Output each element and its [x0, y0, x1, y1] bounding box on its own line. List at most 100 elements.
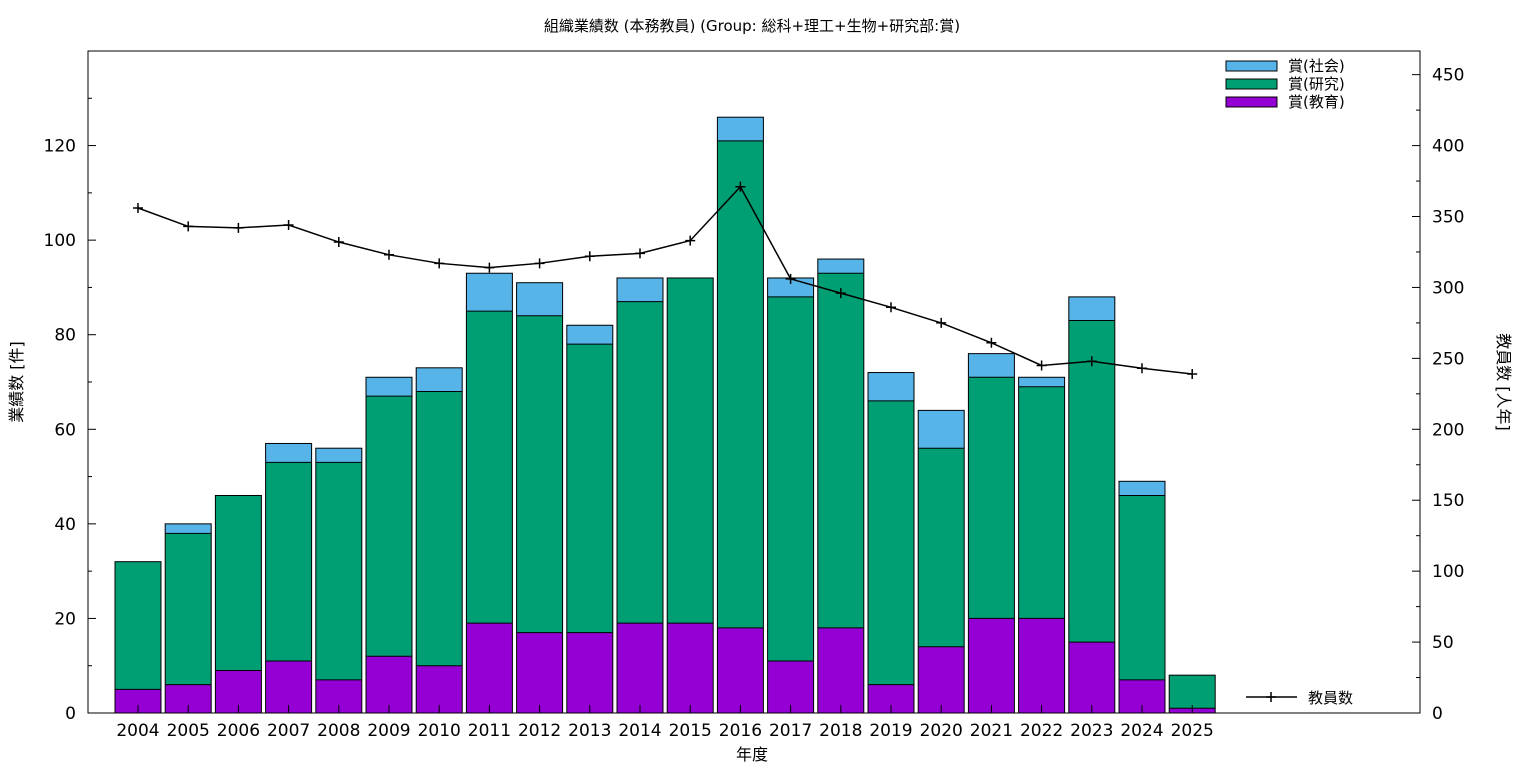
y2-tick-label: 450 — [1432, 66, 1464, 86]
line-point — [584, 251, 595, 262]
x-tick-label: 2017 — [769, 721, 812, 741]
legend-swatch — [1225, 96, 1278, 108]
line-series-path — [137, 185, 1193, 375]
line-point — [1187, 368, 1198, 379]
x-tick-label: 2014 — [618, 721, 661, 741]
bar-segment — [1119, 495, 1165, 680]
bar-segment — [868, 400, 914, 685]
bar-segment — [165, 523, 212, 534]
bar-segment — [566, 344, 613, 633]
line-point — [333, 237, 344, 248]
line-point — [133, 202, 143, 213]
bar-segment — [1018, 618, 1065, 713]
x-tick-label: 2012 — [518, 721, 561, 741]
bar-segment — [115, 561, 161, 690]
bar-segment — [466, 311, 513, 624]
y-tick-label: 80 — [54, 326, 76, 346]
line-point — [986, 337, 997, 348]
x-tick-label: 2007 — [267, 721, 310, 741]
y-tick-label: 60 — [54, 420, 76, 440]
bar-segment — [868, 372, 914, 401]
line-layer — [133, 181, 1198, 379]
bar-segment — [466, 273, 513, 312]
x-tick-label: 2006 — [217, 721, 260, 741]
y2-tick-label: 100 — [1432, 562, 1464, 582]
bar-segment — [516, 282, 563, 316]
bar-segment — [466, 623, 513, 713]
y2-tick-label: 350 — [1432, 208, 1464, 228]
y-axis-label: 業績数 [件] — [7, 341, 26, 423]
bar-segment — [717, 117, 764, 141]
bar-segment — [667, 277, 714, 624]
x-tick-label: 2025 — [1171, 721, 1214, 741]
y-tick-label: 0 — [65, 704, 76, 724]
line-point — [233, 222, 244, 233]
line-point — [936, 317, 947, 328]
line-point — [1086, 356, 1097, 367]
right-axis: 0 50 100 150 200 250 300 350 400 450 — [1412, 66, 1464, 724]
legend-swatch — [1225, 60, 1278, 72]
bar-segment — [416, 391, 463, 666]
bar-segment — [566, 325, 613, 345]
y-tick-label: 20 — [54, 609, 76, 629]
bar-segment — [265, 462, 312, 661]
bar-segment — [767, 660, 814, 713]
bar-segment — [918, 448, 965, 647]
y2-tick-label: 250 — [1432, 349, 1464, 369]
x-tick-label: 2004 — [116, 721, 159, 741]
left-axis: 0 20 40 60 80 100 120 — [44, 97, 96, 724]
x-tick-label: 2023 — [1070, 721, 1113, 741]
x-tick-label: 2010 — [418, 721, 461, 741]
bar-segment — [617, 277, 663, 302]
bar-segment — [968, 377, 1015, 619]
legend-swatch — [1225, 78, 1278, 90]
x-tick-label: 2021 — [970, 721, 1013, 741]
x-tick-label: 2013 — [568, 721, 611, 741]
y2-tick-label: 200 — [1432, 420, 1464, 440]
bar-segment — [516, 315, 563, 633]
x-tick-label: 2015 — [669, 721, 712, 741]
y2-axis-label: 教員数 [人年] — [1494, 333, 1513, 431]
legend-label: 賞(教育) — [1288, 93, 1345, 111]
line-point — [835, 288, 846, 299]
line-point — [635, 248, 645, 259]
legend-label: 賞(研究) — [1288, 75, 1345, 93]
bar-segment — [566, 632, 613, 713]
y2-tick-label: 300 — [1432, 278, 1464, 298]
chart-title: 組織業績数 (本務教員) (Group: 総科+理工+生物+研究部:賞) — [544, 17, 960, 35]
bar-segment — [968, 353, 1015, 378]
bar-segment — [366, 656, 412, 713]
x-tick-label: 2020 — [920, 721, 963, 741]
bar-segment — [416, 367, 463, 392]
bar-segment — [717, 627, 764, 713]
x-tick-label: 2008 — [317, 721, 360, 741]
bar-segment — [1119, 481, 1165, 496]
y2-tick-label: 150 — [1432, 491, 1464, 511]
bar-segment — [817, 273, 864, 628]
y-tick-label: 120 — [44, 137, 76, 157]
bar-segment — [817, 259, 864, 274]
bar-segment — [1169, 675, 1216, 709]
line-point — [1137, 363, 1147, 374]
legend-line-label: 教員数 — [1308, 689, 1353, 707]
bar-segment — [918, 646, 965, 713]
legend-line-marker — [1266, 692, 1276, 702]
bar-segment — [215, 495, 262, 671]
bar-segment — [165, 533, 212, 685]
bar-segment — [1018, 386, 1065, 619]
line-point — [283, 220, 294, 231]
y2-tick-label: 50 — [1432, 633, 1454, 653]
bar-segment — [1068, 320, 1115, 643]
bar-segment — [667, 623, 714, 713]
x-axis-label: 年度 — [736, 745, 768, 764]
line-point — [735, 181, 746, 192]
line-point — [183, 221, 194, 232]
y2-tick-label: 0 — [1432, 704, 1443, 724]
line-point — [484, 262, 495, 273]
bar-segment — [617, 301, 663, 624]
bar-segment — [717, 140, 764, 628]
bars-layer — [114, 116, 1216, 714]
y2-tick-label: 400 — [1432, 137, 1464, 157]
bar-segment — [315, 448, 362, 463]
